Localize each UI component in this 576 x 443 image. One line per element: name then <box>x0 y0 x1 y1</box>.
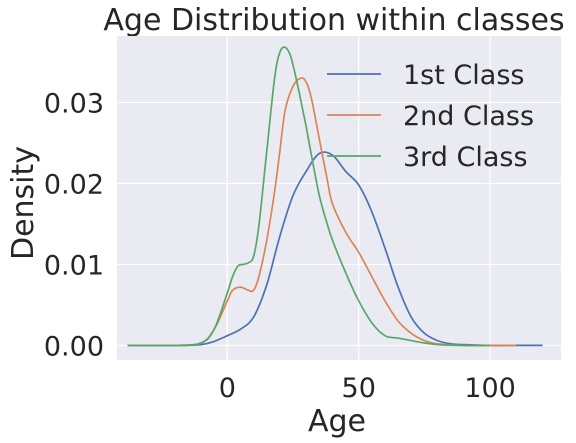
legend-label-1: 1st Class <box>403 60 524 91</box>
y-tick-label: 0.02 <box>44 169 104 200</box>
x-tick-label: 100 <box>464 373 516 404</box>
y-tick-label: 0.03 <box>44 88 104 119</box>
y-tick-label: 0.00 <box>44 331 104 362</box>
series-line-2 <box>127 77 517 347</box>
density-lines <box>127 46 543 347</box>
x-tick-label: 50 <box>342 373 376 404</box>
x-tick-label: 0 <box>219 373 236 404</box>
legend-label-2: 2nd Class <box>403 101 534 132</box>
chart-title: Age Distribution within classes <box>103 3 564 38</box>
legend-label-3: 3rd Class <box>403 142 528 173</box>
y-tick-label: 0.01 <box>44 250 104 281</box>
x-axis-label: Age <box>308 404 366 439</box>
legend: 1st Class 2nd Class 3rd Class <box>327 60 534 173</box>
plot-area <box>117 36 561 360</box>
y-axis-label: Density <box>6 146 41 260</box>
series-line-3 <box>127 46 491 347</box>
series-line-1 <box>127 151 543 347</box>
tick-labels: 0 50 100 0.00 0.01 0.02 0.03 <box>44 88 516 404</box>
